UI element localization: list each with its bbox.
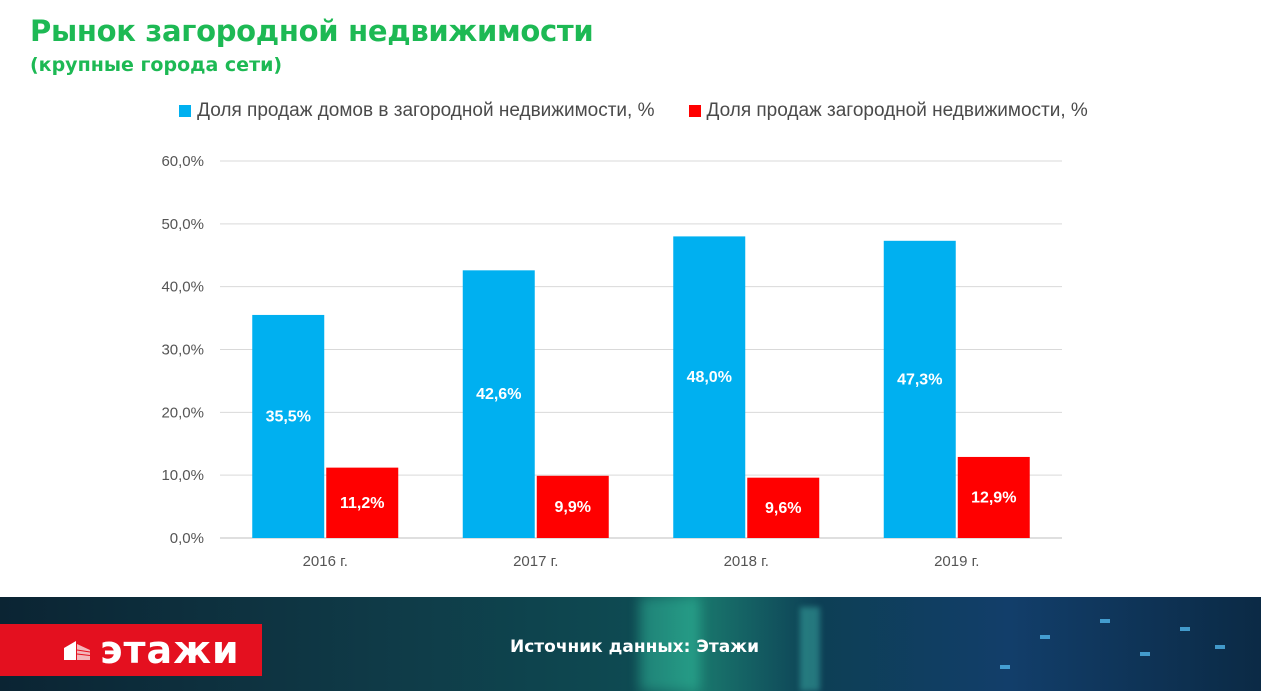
building-icon [64,641,91,660]
data-label: 42,6% [476,386,521,403]
data-label: 35,5% [266,408,311,425]
legend-swatch-blue [179,105,192,117]
bar-red [747,477,820,538]
page-title: Рынок загородной недвижимости [30,14,594,48]
data-label: 9,6% [765,500,801,517]
y-tick-label: 60,0% [161,153,204,170]
banner-decor [1100,619,1110,623]
data-label: 12,9% [971,489,1016,506]
data-label: 9,9% [555,499,591,516]
chart-legend: Доля продаж домов в загородной недвижимо… [0,100,1261,122]
y-tick-label: 30,0% [161,342,204,359]
banner-decor [1000,665,1010,669]
legend-label-red: Доля продаж загородной недвижимости, % [706,100,1088,121]
bar-red [957,456,1030,538]
y-tick-label: 0,0% [170,530,204,547]
x-tick-label: 2017 г. [513,553,558,570]
data-source: Источник данных: Этажи [510,637,759,657]
bar-red [536,475,609,538]
footer-banner: этажи Источник данных: Этажи [0,597,1261,691]
logo-text: этажи [100,628,240,672]
legend-item-blue: Доля продаж домов в загородной недвижимо… [179,100,655,122]
x-tick-label: 2016 г. [303,553,348,570]
y-tick-label: 50,0% [161,216,204,233]
y-tick-label: 20,0% [161,404,204,421]
banner-decor [1215,645,1225,649]
bar-blue [883,240,956,538]
y-tick-label: 40,0% [161,279,204,296]
bar-blue [252,314,325,538]
legend-item-red: Доля продаж загородной недвижимости, % [688,100,1088,122]
data-label: 48,0% [687,369,732,386]
page-subtitle: (крупные города сети) [30,54,283,76]
legend-swatch-red [688,105,701,117]
legend-label-blue: Доля продаж домов в загородной недвижимо… [197,100,655,121]
x-tick-label: 2018 г. [724,553,769,570]
bar-blue [673,236,746,538]
data-label: 11,2% [340,495,384,512]
bar-red [326,467,399,538]
banner-decor [1140,652,1150,656]
banner-decor [1180,627,1190,631]
brand-logo[interactable]: этажи [0,624,262,676]
bar-chart: 0,0% 10,0% 20,0% 30,0% 40,0% 50,0% 60,0% 35,5% 1… [161,153,1062,570]
data-label: 47,3% [897,371,942,388]
banner-glow [800,607,820,691]
bar-blue [462,270,535,538]
y-tick-label: 10,0% [161,467,204,484]
banner-glow [640,597,700,691]
banner-decor [1040,635,1050,639]
x-tick-label: 2019 г. [934,553,979,570]
